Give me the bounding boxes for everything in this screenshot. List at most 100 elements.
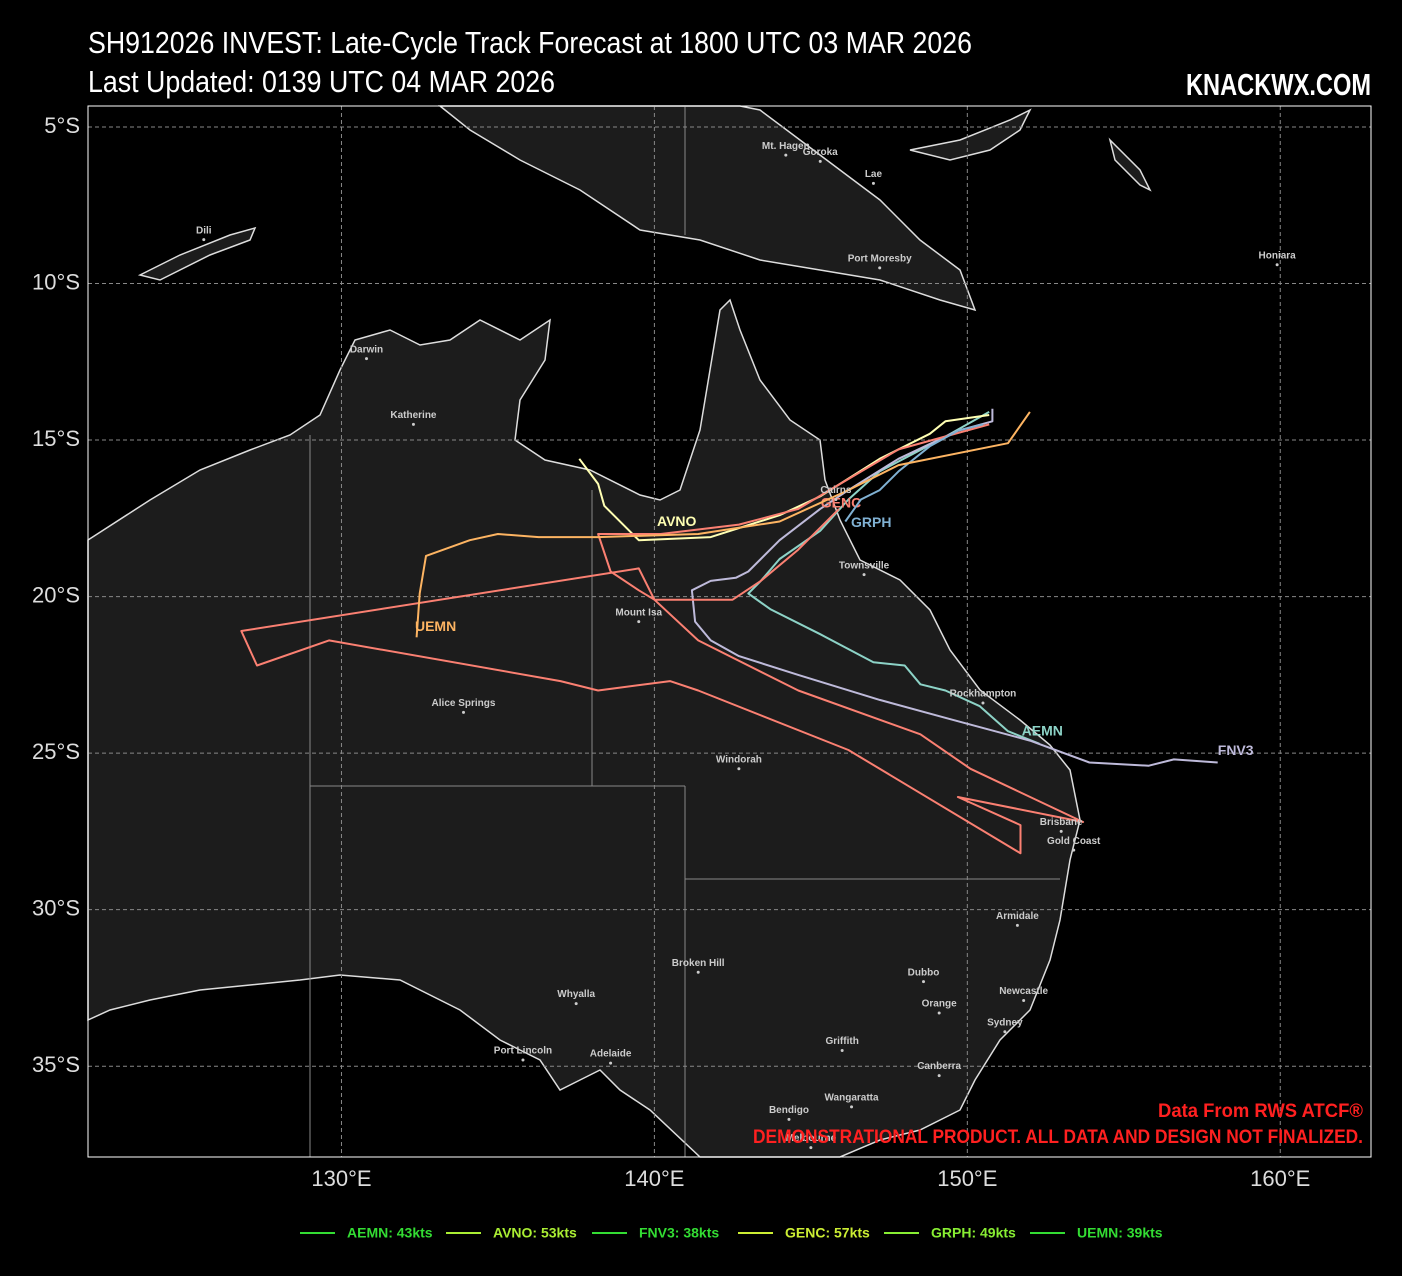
track-line bbox=[844, 423, 984, 523]
city-dot bbox=[737, 767, 741, 771]
city-label: Broken Hill bbox=[672, 958, 725, 969]
city-label: Bendigo bbox=[769, 1105, 809, 1116]
city-dot bbox=[818, 159, 822, 163]
city-label: Dili bbox=[196, 225, 212, 236]
city-dot bbox=[411, 422, 415, 426]
city-label: Darwin bbox=[350, 344, 383, 355]
city-dot bbox=[937, 1074, 941, 1078]
city-label: Adelaide bbox=[590, 1049, 632, 1060]
city-dot bbox=[1072, 848, 1076, 852]
track-line bbox=[415, 411, 1031, 638]
city-dot bbox=[609, 1061, 613, 1065]
track-label: GRPH bbox=[851, 514, 891, 530]
city-label: Mt. Hagen bbox=[762, 141, 810, 152]
city-label: Port Moresby bbox=[848, 254, 912, 265]
city-dot bbox=[862, 573, 866, 577]
city-label: Mount Isa bbox=[615, 607, 662, 618]
city-label: Griffith bbox=[825, 1036, 858, 1047]
source-note: Data From RWS ATCF® bbox=[1158, 1101, 1363, 1122]
y-tick-label: 15°S bbox=[32, 426, 80, 451]
legend-label: FNV3: 38kts bbox=[639, 1225, 719, 1241]
x-tick-label: 130°E bbox=[311, 1166, 371, 1191]
land bbox=[87, 105, 1152, 1158]
y-tick-label: 35°S bbox=[32, 1052, 80, 1077]
city-dot bbox=[1275, 263, 1279, 267]
city-label: Melbourne bbox=[786, 1133, 837, 1144]
australia bbox=[87, 298, 1081, 1158]
brand: KNACKWX.COM bbox=[1186, 67, 1371, 102]
city-dot bbox=[1059, 829, 1063, 833]
city-label: Rockhampton bbox=[950, 689, 1017, 700]
city-dot bbox=[365, 357, 369, 361]
city-label: Gold Coast bbox=[1047, 836, 1101, 847]
title: SH912026 INVEST: Late-Cycle Track Foreca… bbox=[88, 25, 972, 60]
new-guinea bbox=[437, 105, 977, 312]
city-dot bbox=[521, 1058, 525, 1062]
city-dot bbox=[871, 181, 875, 185]
track-line bbox=[747, 411, 1040, 745]
city-dot bbox=[850, 1105, 854, 1109]
y-tick-label: 20°S bbox=[32, 582, 80, 607]
city-label: Port Lincoln bbox=[494, 1046, 552, 1057]
city-label: Lae bbox=[865, 169, 883, 180]
city-label: Cairns bbox=[820, 485, 852, 496]
legend-label: AEMN: 43kts bbox=[347, 1225, 433, 1241]
city-label: Dubbo bbox=[908, 967, 940, 978]
city-dot bbox=[809, 1146, 813, 1150]
city-label: Sydney bbox=[987, 1017, 1023, 1028]
timor bbox=[137, 226, 257, 281]
track-line bbox=[690, 408, 1218, 767]
legend-label: UEMN: 39kts bbox=[1077, 1225, 1163, 1241]
city-dot bbox=[1022, 998, 1026, 1002]
city-label: Orange bbox=[922, 999, 957, 1010]
city-label: Katherine bbox=[390, 410, 437, 421]
city-label: Wangaratta bbox=[824, 1093, 879, 1104]
legend-label: AVNO: 53kts bbox=[493, 1225, 577, 1241]
city-label: Honiara bbox=[1259, 250, 1297, 261]
track-label: AVNO bbox=[657, 513, 697, 529]
map-frame bbox=[87, 105, 1372, 1158]
legend: AEMN: 43kts AVNO: 53kts FNV3: 38kts GENC: 5… bbox=[300, 1225, 1163, 1241]
city-dot bbox=[784, 153, 788, 157]
new-britain bbox=[909, 108, 1032, 161]
y-tick-label: 25°S bbox=[32, 739, 80, 764]
legend-label: GENC: 57kts bbox=[785, 1225, 870, 1241]
city-label: Whyalla bbox=[557, 989, 595, 1000]
city-dot bbox=[922, 980, 926, 984]
city-label: Goroka bbox=[803, 147, 838, 158]
city-label: Townsville bbox=[839, 560, 890, 571]
track-label: FNV3 bbox=[1218, 742, 1254, 758]
track-line bbox=[240, 423, 1085, 855]
city-dot bbox=[937, 1011, 941, 1015]
track-label: AEMN bbox=[1022, 722, 1063, 738]
x-tick-label: 150°E bbox=[937, 1166, 997, 1191]
city-dot bbox=[696, 970, 700, 974]
grid bbox=[88, 106, 1371, 1157]
y-tick-label: 5°S bbox=[44, 113, 80, 138]
city-label: Canberra bbox=[917, 1061, 961, 1072]
city-label: Windorah bbox=[716, 754, 762, 765]
x-tick-label: 160°E bbox=[1250, 1166, 1310, 1191]
city-label: Brisbane bbox=[1040, 817, 1083, 828]
city-label: Newcastle bbox=[999, 986, 1048, 997]
city-dot bbox=[834, 498, 838, 502]
city-dot bbox=[637, 620, 641, 624]
subtitle: Last Updated: 0139 UTC 04 MAR 2026 bbox=[88, 64, 555, 99]
y-tick-label: 30°S bbox=[32, 895, 80, 920]
solomon-islands bbox=[1108, 137, 1152, 192]
city-dot bbox=[462, 710, 466, 714]
track-label: UEMN bbox=[415, 618, 456, 634]
y-tick-label: 10°S bbox=[32, 269, 80, 294]
ticks: 130°E 140°E 150°E 160°E 5°S 10°S 15°S 20°S 25°S 3… bbox=[32, 113, 1310, 1191]
city-dot bbox=[878, 266, 882, 270]
legend-label: GRPH: 49kts bbox=[931, 1225, 1016, 1241]
x-tick-label: 140°E bbox=[624, 1166, 684, 1191]
city-dot bbox=[574, 1002, 578, 1006]
city-dot bbox=[787, 1117, 791, 1121]
city-dot bbox=[981, 701, 985, 705]
city-dot bbox=[1003, 1030, 1007, 1034]
disclaimer: DEMONSTRATIONAL PRODUCT. ALL DATA AND DE… bbox=[753, 1127, 1363, 1148]
